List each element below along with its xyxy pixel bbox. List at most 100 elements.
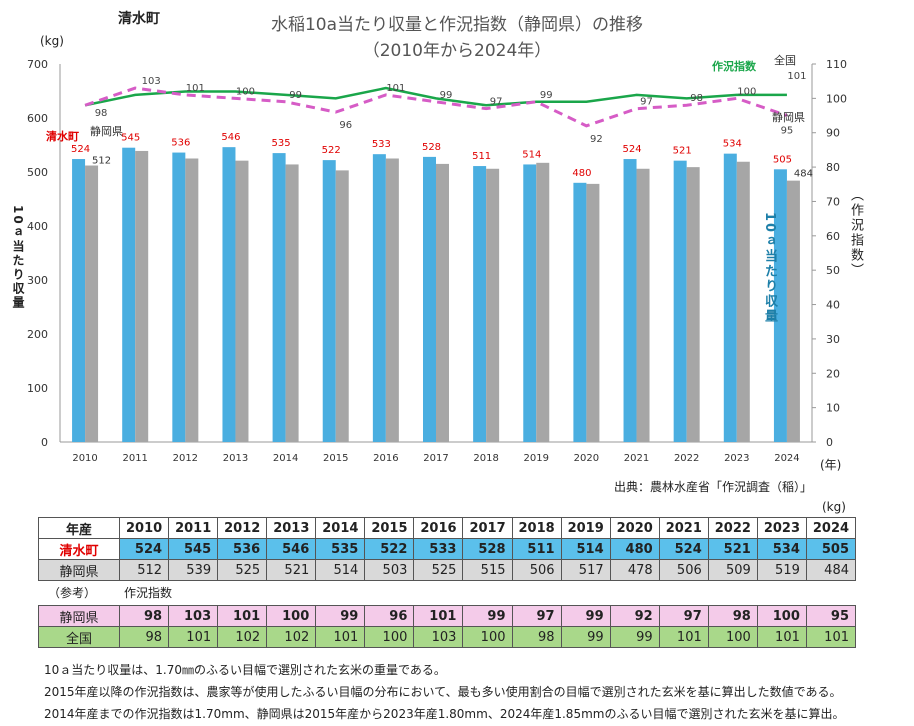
town-yield-cell: 511 — [511, 538, 562, 560]
bar-town — [172, 152, 186, 442]
bar-town-label: 521 — [673, 146, 692, 157]
x-tick-label: 2015 — [323, 453, 348, 464]
bar-town-label: 534 — [723, 139, 742, 150]
row-index-pref-label: 静岡県 — [38, 605, 120, 627]
town-yield-cell: 522 — [364, 538, 415, 560]
left-tick-label: 100 — [27, 382, 48, 395]
right-tick-label: 80 — [826, 161, 840, 174]
series-label-pref: 静岡県 — [90, 124, 123, 138]
pref-yield-cell: 519 — [756, 559, 807, 581]
pref-yield-cell: 521 — [266, 559, 317, 581]
pref-yield-cell: 484 — [805, 559, 857, 581]
bar-town-label: 480 — [572, 168, 591, 179]
town-yield-cell: 536 — [217, 538, 268, 560]
bar-town-label: 505 — [773, 154, 792, 165]
x-tick-label: 2017 — [423, 453, 448, 464]
bar-town-label: 514 — [522, 149, 541, 160]
pref-index-label: 100 — [236, 86, 255, 97]
pref-yield-cell: 478 — [609, 559, 660, 581]
right-tick-label: 30 — [826, 333, 840, 346]
pref-yield-cell: 515 — [462, 559, 513, 581]
bar-town — [623, 159, 637, 443]
pref-index-cell: 99 — [315, 605, 366, 627]
bar-pref — [185, 158, 199, 442]
x-tick-label: 2013 — [223, 453, 248, 464]
bar-town-label: 511 — [472, 151, 491, 162]
bar-pref — [335, 170, 349, 442]
bar-town — [773, 169, 787, 443]
pref-index-label: 92 — [590, 134, 603, 145]
bar-pref — [486, 168, 500, 442]
town-yield-cell: 521 — [707, 538, 758, 560]
town-yield-cell: 524 — [118, 538, 170, 560]
pref-index-label: 103 — [142, 76, 161, 87]
pref-index-label: 98 — [95, 108, 108, 119]
pref-yield-cell: 514 — [315, 559, 366, 581]
series-label-index: 作況指数 — [712, 59, 757, 73]
series-label-pref-index: 静岡県 — [772, 110, 805, 124]
note-1: 10ａ当たり収量は、1.70㎜のふるい目幅で選別された玄米の重量である。 — [44, 663, 446, 677]
bar-town — [723, 153, 737, 442]
pref-yield-cell: 503 — [364, 559, 415, 581]
national-index-cell: 100 — [462, 626, 513, 648]
bar-town-label: 522 — [322, 145, 341, 156]
pref-yield-cell: 517 — [560, 559, 611, 581]
bar-pref — [636, 168, 650, 442]
x-tick-label: 2014 — [273, 453, 298, 464]
pref-index-label: 96 — [339, 120, 352, 131]
bar-town — [423, 156, 436, 442]
pref-yield-cell: 509 — [707, 559, 758, 581]
pref-yield-cell: 512 — [118, 559, 170, 581]
right-tick-label: 20 — [826, 367, 840, 380]
year-cell: 2011 — [168, 517, 219, 539]
reference-label: （参考） — [48, 586, 97, 600]
pref-index-cell: 97 — [658, 605, 709, 627]
x-tick-label: 2024 — [774, 453, 799, 464]
pref-index-cell: 99 — [560, 605, 611, 627]
national-index-cell: 101 — [168, 626, 219, 648]
right-tick-label: 0 — [826, 436, 833, 449]
note-3: 2014年産までの作況指数は1.70mm、静岡県は2015年産から2023年産1… — [44, 707, 845, 721]
year-cell: 2016 — [413, 517, 464, 539]
national-index-cell: 98 — [118, 626, 170, 648]
row-pref-label: 静岡県 — [38, 559, 120, 581]
year-cell: 2010 — [118, 517, 170, 539]
pref-yield-cell: 506 — [658, 559, 709, 581]
x-tick-label: 2020 — [574, 453, 599, 464]
pref-index-cell: 96 — [364, 605, 415, 627]
x-tick-label: 2023 — [724, 453, 749, 464]
bar-town — [272, 153, 286, 442]
x-tick-label: 2019 — [524, 453, 549, 464]
national-index-cell: 99 — [609, 626, 660, 648]
year-cell: 2024 — [805, 517, 857, 539]
x-tick-label: 2022 — [674, 453, 699, 464]
bar-pref — [786, 180, 800, 442]
pref-index-label: 100 — [737, 86, 756, 97]
bar-pref — [135, 150, 149, 442]
national-index-label: 101 — [787, 71, 806, 82]
left-tick-label: 300 — [27, 274, 48, 287]
row-index-national-label: 全国 — [38, 626, 120, 648]
national-index-cell: 100 — [364, 626, 415, 648]
year-cell: 2015 — [364, 517, 415, 539]
bar-town-label: 533 — [372, 139, 391, 150]
left-tick-label: 700 — [27, 58, 48, 71]
source: 出典：農林水産省「作況調査（稲）」 — [614, 480, 813, 494]
bar-town-label: 524 — [71, 144, 90, 155]
bar-pref — [736, 161, 750, 443]
chart-title: 水稲10a当たり収量と作況指数（静岡県）の推移 — [270, 15, 644, 35]
note-2: 2015年産以降の作況指数は、農家等が使用したふるい目幅の分布において、最も多い… — [44, 685, 842, 699]
bar-town-label: 545 — [121, 133, 140, 144]
national-index-cell: 102 — [266, 626, 317, 648]
left-tick-label: 600 — [27, 112, 48, 125]
bar-town — [122, 147, 136, 442]
bar-town — [72, 159, 86, 443]
bar-town-label: 535 — [272, 138, 291, 149]
bar-town — [473, 166, 487, 442]
bar-pref — [285, 164, 299, 442]
pref-yield-cell: 539 — [168, 559, 219, 581]
year-cell: 2012 — [217, 517, 268, 539]
yield-table: 年産 2010 2011 2012 2013 2014 2015 2016 2017 2018 20… — [38, 517, 857, 581]
town-yield-cell: 524 — [658, 538, 709, 560]
bar-pref — [85, 165, 99, 442]
